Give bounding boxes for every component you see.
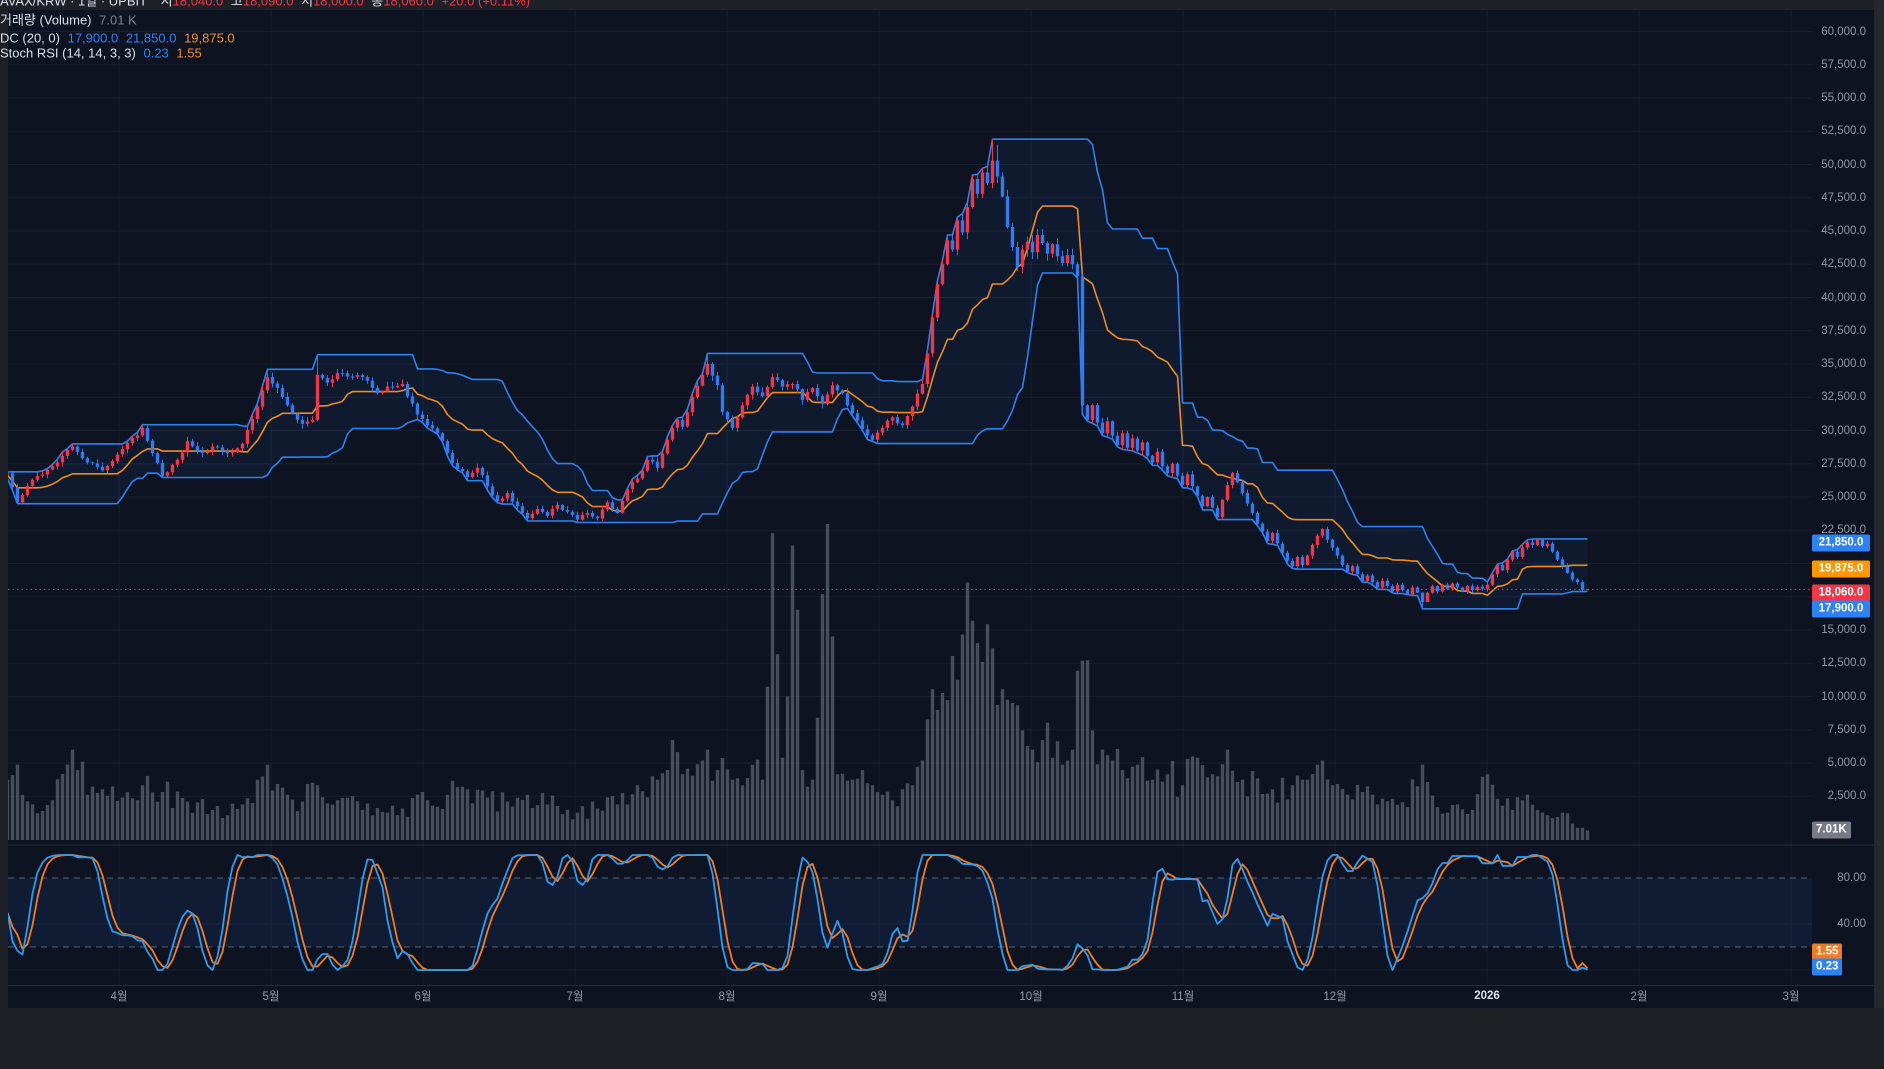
price-axis-badge: 18,060.0 [1812,584,1870,602]
time-axis-tick-2026[interactable]: 2026 [1474,990,1500,1002]
frame-top-strip [0,0,1884,10]
time-axis[interactable] [8,985,1874,1009]
stoch-label: Stoch RSI (14, 14, 3, 3) [0,45,136,61]
legend-volume-row[interactable]: 거래량 (Volume) 7.01 K [0,10,1884,29]
time-axis-tick-7월[interactable]: 7월 [566,991,584,1003]
legend-symbol-row[interactable]: AVAX/KRW · 1일 · UPBIT 시18,040.0 고18,090.… [0,0,1884,10]
frame-left-strip [0,0,8,1008]
time-axis-tick-5월[interactable]: 5월 [262,991,280,1003]
high-label: 고 [230,0,243,9]
price-axis-label: 42,500.0 [1821,258,1866,271]
stoch-axis-label: 80.00 [1837,872,1866,884]
price-axis-label: 15,000.0 [1821,624,1866,636]
legend-dc-row[interactable]: DC (20, 0) 17,900.0 21,850.0 19,875.0 [0,31,1884,46]
close-label: 종 [371,0,384,9]
time-axis-tick-2월[interactable]: 2월 [1630,991,1648,1003]
price-axis-badge: 19,875.0 [1812,560,1870,578]
price-axis-label: 52,500.0 [1821,125,1866,138]
price-axis-badge: 7.01K [1812,821,1851,839]
price-axis-label: 47,500.0 [1821,191,1866,204]
high-value: 18,090.0 [242,0,294,9]
dc-lower-value: 17,900.0 [67,30,119,46]
price-axis-label: 30,000.0 [1821,424,1866,437]
stoch-k-value: 0.23 [143,45,169,61]
price-axis-label: 45,000.0 [1821,225,1866,237]
price-axis-label: 25,000.0 [1821,491,1866,503]
price-axis-label: 7,500.0 [1827,723,1866,736]
time-axis-tick-3월[interactable]: 3월 [1782,991,1800,1003]
legend-stoch-row[interactable]: Stoch RSI (14, 14, 3, 3) 0.23 1.55 [0,46,1884,61]
price-axis-label: 37,500.0 [1821,324,1866,337]
stoch-k-line [6,854,1588,971]
dc-basis-value: 19,875.0 [184,30,235,46]
dc-upper-value: 21,850.0 [125,30,177,46]
price-axis-label: 5,000.0 [1827,757,1866,769]
stoch-band-fill [8,878,1812,947]
price-axis-label: 2,500.0 [1827,790,1866,803]
price-axis-label: 50,000.0 [1821,158,1866,171]
price-axis-label: 57,500.0 [1821,58,1866,71]
volume-label: 거래량 (Volume) [0,12,92,28]
dc-channel-fill [7,139,1588,609]
price-axis-label: 32,500.0 [1821,391,1866,404]
volume-value: 7.01 K [99,12,137,28]
time-axis-tick-10월[interactable]: 10월 [1019,991,1043,1003]
stoch-axis-badge: 0.23 [1812,958,1843,976]
volume-bars [5,524,1590,840]
stoch-axis-label: 40.00 [1837,918,1866,930]
dc-upper-line [7,138,1588,583]
price-axis-label: 40,000.0 [1821,291,1866,304]
price-axis-label: 12,500.0 [1821,657,1866,670]
symbol-title: AVAX/KRW · 1일 · UPBIT [0,0,148,9]
low-value: 18,000.0 [313,0,364,9]
time-axis-tick-11월[interactable]: 11월 [1171,991,1195,1003]
price-axis-badge: 17,900.0 [1812,600,1870,618]
dc-label: DC (20, 0) [0,30,60,46]
time-axis-tick-4월[interactable]: 4월 [110,991,128,1003]
price-axis-label: 10,000.0 [1821,690,1866,703]
price-axis-label: 27,500.0 [1821,457,1866,470]
low-label: 저 [301,0,314,9]
time-axis-tick-12월[interactable]: 12월 [1323,991,1347,1003]
change-value: +20.0 (+0.11%) [441,0,531,9]
price-axis-label: 60,000.0 [1821,25,1866,38]
stoch-axis-badge: 1.55 [1812,943,1843,961]
price-axis-label: 35,000.0 [1821,358,1866,370]
time-axis-tick-6월[interactable]: 6월 [414,991,432,1003]
bottom-bar: TradingView [0,1008,1884,1069]
time-axis-tick-9월[interactable]: 9월 [870,991,888,1003]
stoch-d-line [6,854,1589,971]
open-label: 시 [160,0,173,9]
open-value: 18,040.0 [172,0,224,9]
time-axis-tick-8월[interactable]: 8월 [718,991,736,1003]
price-axis-label: 55,000.0 [1821,92,1866,104]
scrollbar-strip[interactable] [1874,0,1884,1008]
price-axis-label: 22,500.0 [1821,524,1866,537]
dc-lower-line [6,272,1588,610]
price-axis-badge: 21,850.0 [1812,534,1870,552]
close-value: 18,060.0 [383,0,434,9]
stoch-d-value: 1.55 [176,45,202,61]
